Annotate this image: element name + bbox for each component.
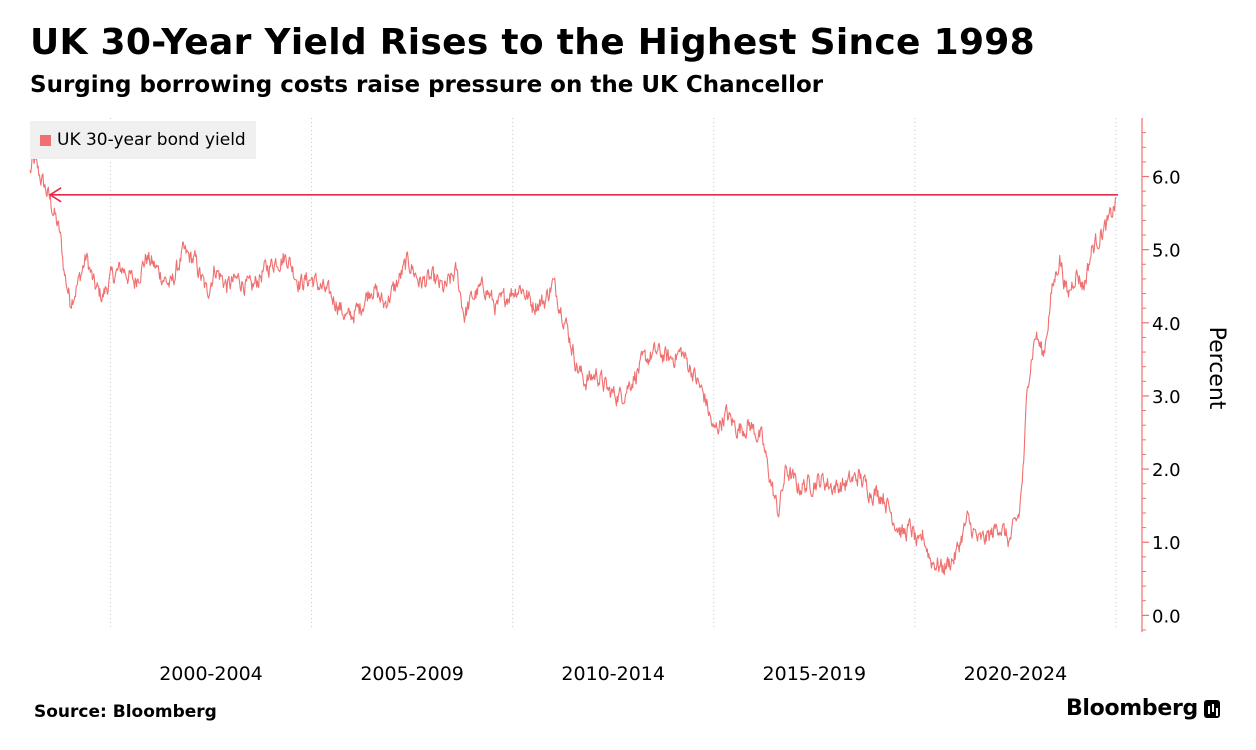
y-tick-label-0: 0.0 <box>1152 606 1181 627</box>
bloomberg-terminal-icon <box>1204 699 1220 718</box>
y-tick-label-1: 1.0 <box>1152 533 1181 554</box>
chart-title: UK 30-Year Yield Rises to the Highest Si… <box>30 22 1035 63</box>
chart-subtitle: Surging borrowing costs raise pressure o… <box>30 72 824 98</box>
arrow-head-icon <box>48 187 62 203</box>
source-note: Source: Bloomberg <box>34 702 217 722</box>
legend-swatch <box>40 134 51 146</box>
y-tick-label-3: 3.0 <box>1152 387 1181 408</box>
y-tick-label-5: 5.0 <box>1152 241 1181 262</box>
chart-legend: UK 30-year bond yield <box>30 121 256 159</box>
y-tick-label-6: 6.0 <box>1152 168 1181 189</box>
brand-name: Bloomberg <box>1065 696 1198 721</box>
y-tick-label-4: 4.0 <box>1152 314 1181 335</box>
x-tick-label-1: 2005-2009 <box>360 663 464 685</box>
x-tick-label-0: 2000-2004 <box>159 663 263 685</box>
y-axis-title: Percent <box>1204 327 1229 410</box>
y-tick-label-2: 2.0 <box>1152 460 1181 481</box>
x-tick-label-3: 2015-2019 <box>763 663 867 685</box>
brand-logo: Bloomberg <box>1066 696 1220 721</box>
x-tick-label-4: 2020-2024 <box>964 663 1068 685</box>
legend-label: UK 30-year bond yield <box>57 130 246 150</box>
series-line-uk-30-year-bond-yield <box>29 156 1117 576</box>
line-chart: 2000-2004 2005-2009 2010-2014 2015-2019 2020… <box>29 118 1229 685</box>
x-tick-label-2: 2010-2014 <box>561 663 665 685</box>
